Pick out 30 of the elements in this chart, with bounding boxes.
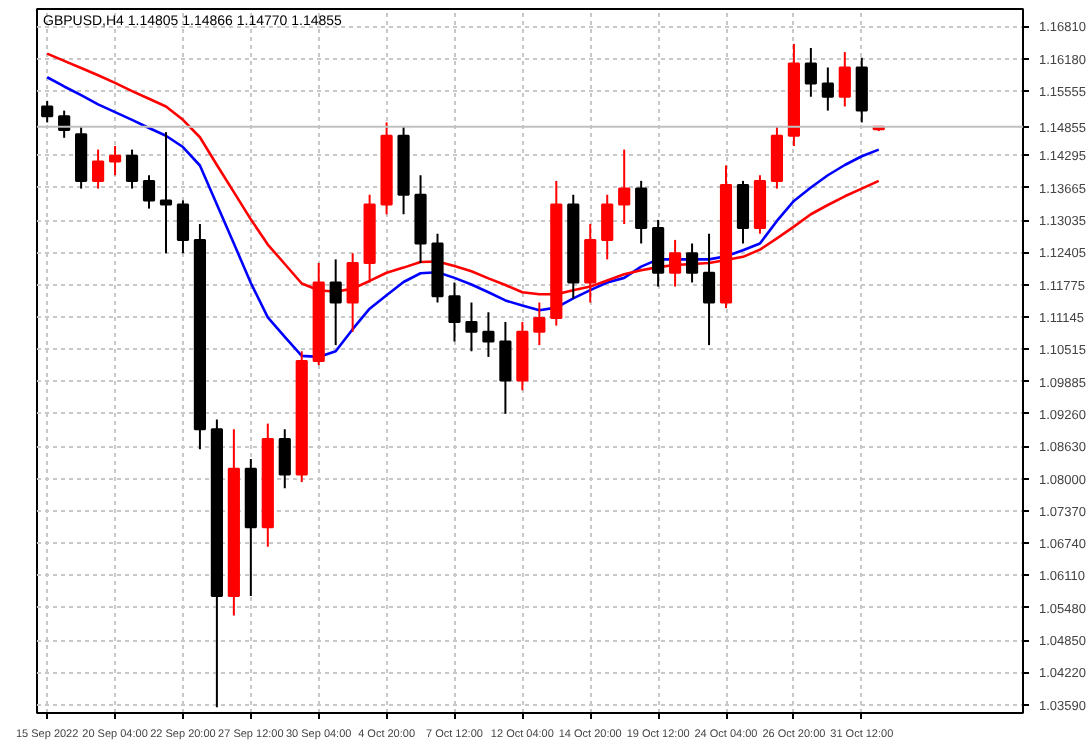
candlestick bbox=[465, 301, 478, 353]
candlestick bbox=[804, 47, 817, 98]
candlestick bbox=[159, 131, 173, 255]
candlestick bbox=[821, 66, 834, 112]
candlestick bbox=[142, 174, 156, 210]
candlestick bbox=[482, 311, 495, 358]
candlestick bbox=[601, 193, 614, 261]
candlestick bbox=[125, 148, 139, 190]
candlestick bbox=[499, 321, 512, 415]
candlestick bbox=[75, 124, 88, 190]
line-series bbox=[45, 75, 881, 359]
candlestick bbox=[753, 174, 767, 235]
candlestick bbox=[41, 99, 54, 124]
candlestick bbox=[855, 56, 868, 124]
candlestick bbox=[533, 301, 546, 347]
candlestick bbox=[278, 428, 291, 490]
candlestick bbox=[652, 218, 665, 288]
candlestick bbox=[702, 232, 716, 347]
candlestick bbox=[685, 242, 699, 284]
candlestick bbox=[176, 199, 190, 255]
candlestick bbox=[92, 148, 105, 190]
candlestick bbox=[618, 148, 631, 225]
candlestick bbox=[448, 281, 461, 343]
candlestick bbox=[736, 179, 750, 245]
candlestick bbox=[669, 238, 682, 288]
candlestick bbox=[108, 145, 122, 177]
candlestick bbox=[635, 179, 648, 245]
candlestick bbox=[838, 51, 851, 108]
candlestick bbox=[329, 258, 342, 347]
candlestick bbox=[770, 124, 784, 190]
